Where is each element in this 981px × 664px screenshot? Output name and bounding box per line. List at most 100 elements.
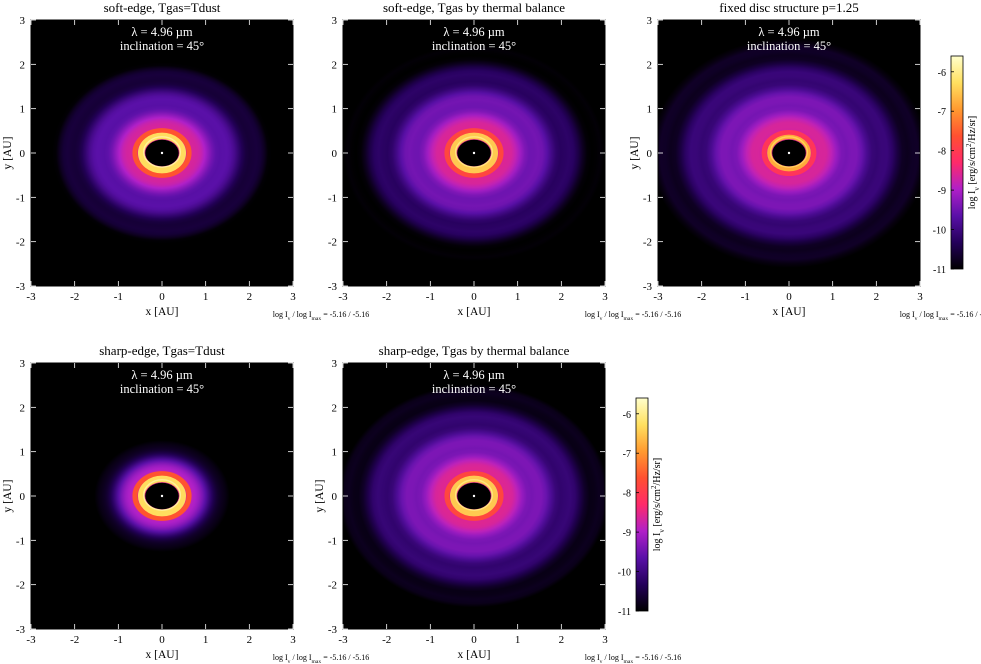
y-tick-label: 3 [20,358,26,370]
x-axis-label: x [AU] [773,306,806,318]
x-tick-label: -1 [114,291,123,303]
x-tick-label: 2 [247,634,253,646]
axis-ticks [342,362,606,630]
x-tick-label: 3 [602,291,608,303]
y-tick-label: -2 [328,237,337,249]
wavelength-label: λ = 4.96 µm [131,25,193,39]
inner-rim-ring [449,475,499,517]
colorbar-tick-label: -6 [938,68,946,79]
x-tick-label: -3 [26,291,36,303]
central-star [472,151,476,155]
wavelength-label: λ = 4.96 µm [131,368,193,382]
y-tick-label: 0 [647,148,653,160]
central-star [160,494,164,498]
central-star [472,494,476,498]
central-star [787,151,791,155]
colorbar-tick-label: -6 [623,410,631,421]
x-tick-label: -1 [426,634,435,646]
colorbar-tick-label: -9 [623,528,631,539]
colorbar-tick-label: -10 [933,226,946,237]
x-tick-label: -3 [338,634,348,646]
y-tick-label: -2 [643,237,652,249]
y-tick-label: 3 [332,15,338,27]
axis-ticks [657,19,921,287]
x-tick-label: 1 [203,634,209,646]
inner-rim-ring [137,475,187,517]
y-tick-label: 2 [20,402,26,414]
x-tick-label: 0 [786,291,792,303]
colorbar-cb-top: -6 -7 -8 -9 -10 -11 log Iv [erg/s/cm2/Hz/sr] [933,55,981,276]
y-tick-label: 2 [332,402,338,414]
inner-rim-ring [137,132,187,174]
panel-p1: -3 -2 -1 0 1 2 3 -3 -2 -1 0 1 2 3 soft-edge, Tgas=Tdus… [2,0,369,322]
intensity-footnote: log Iv / log Imax = -5.16 / -5.16 [900,310,981,322]
y-tick-label: -1 [16,535,25,547]
y-tick-label: 1 [332,447,338,459]
x-tick-label: 3 [917,291,923,303]
rim-glow [132,471,192,521]
y-tick-label: 0 [332,148,338,160]
x-axis-label: x [AU] [146,306,179,318]
y-axis-label: y [AU] [629,137,641,170]
x-tick-label: 0 [159,291,165,303]
rim-glow [444,128,504,178]
y-axis-label: y [AU] [314,480,326,513]
x-tick-label: -2 [382,291,391,303]
y-tick-label: -3 [643,281,653,293]
y-tick-label: 1 [332,104,338,116]
wavelength-label: λ = 4.96 µm [443,368,505,382]
x-tick-label: 2 [559,634,565,646]
x-tick-label: 1 [203,291,209,303]
x-tick-label: -3 [26,634,36,646]
rim-highlight [142,136,182,168]
x-tick-label: -1 [426,291,435,303]
rim-highlight [769,136,809,168]
intensity-footnote: log Iv / log Imax = -5.16 / -5.16 [585,653,682,664]
colorbar-tick-label: -7 [623,449,631,460]
colorbar-tick-label: -11 [618,607,631,618]
colorbar-tick-label: -8 [623,489,631,500]
x-tick-label: -2 [697,291,706,303]
x-tick-label: -2 [70,291,79,303]
y-tick-label: -3 [328,281,338,293]
panel-title: fixed disc structure p=1.25 [719,0,858,15]
intensity-footnote: log Iv / log Imax = -5.16 / -5.16 [585,310,682,322]
inclination-label: inclination = 45° [747,39,831,53]
colorbar-label: log Iv [erg/s/cm2/Hz/sr] [650,458,666,551]
colorbar-tick-label: -9 [938,186,946,197]
y-axis-label: y [AU] [2,480,14,513]
rim-glow [132,128,192,178]
colorbar-label: log Iv [erg/s/cm2/Hz/sr] [965,116,981,209]
x-tick-label: 3 [602,634,608,646]
x-tick-label: 1 [515,634,521,646]
rim-highlight [454,479,494,511]
panel-title: soft-edge, Tgas by thermal balance [383,0,565,15]
y-tick-label: -2 [328,580,337,592]
inclination-label: inclination = 45° [432,39,516,53]
x-tick-label: 2 [247,291,253,303]
x-tick-label: -2 [382,634,391,646]
axis-ticks [342,19,606,287]
y-tick-label: 0 [20,148,26,160]
panel-p4: -3 -2 -1 0 1 2 3 -3 -2 -1 0 1 2 3 sharp-edge, Tgas=Tdu… [2,343,369,664]
y-tick-label: 3 [20,15,26,27]
y-tick-label: 3 [332,358,338,370]
x-tick-label: -3 [338,291,348,303]
y-tick-label: -1 [643,192,652,204]
intensity-footnote: log Iv / log Imax = -5.16 / -5.16 [273,653,370,664]
x-tick-label: 0 [471,634,477,646]
x-axis-label: x [AU] [458,649,491,661]
panel-title: sharp-edge, Tgas=Tdust [99,343,225,358]
x-tick-label: 3 [290,291,296,303]
colorbar-cb-bottom: -6 -7 -8 -9 -10 -11 log Iv [erg/s/cm2/Hz/sr] [618,397,666,618]
panel-title: sharp-edge, Tgas by thermal balance [379,343,570,358]
x-tick-label: 1 [830,291,836,303]
y-tick-label: 0 [20,491,26,503]
inclination-label: inclination = 45° [120,382,204,396]
x-tick-label: 1 [515,291,521,303]
colorbar-scale [950,55,964,270]
y-tick-label: 1 [20,104,26,116]
